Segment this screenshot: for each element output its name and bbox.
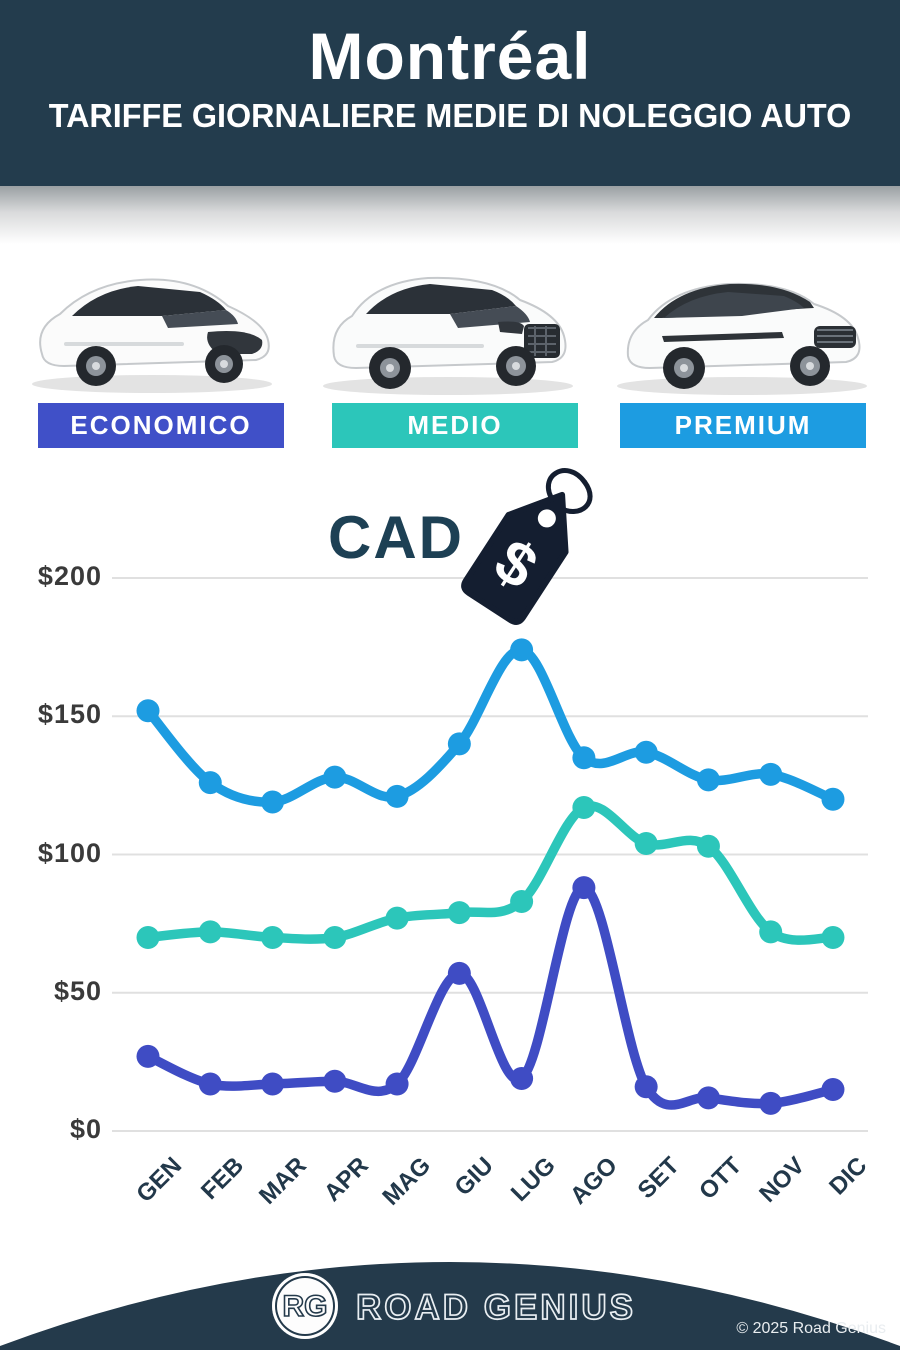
data-point-medio-ott <box>696 834 720 858</box>
page-title: Montréal <box>308 19 592 93</box>
svg-text:ROAD GENIUS: ROAD GENIUS <box>356 1288 636 1327</box>
y-axis-tick-label: $100 <box>37 837 102 868</box>
data-point-premium-gen <box>136 699 160 723</box>
data-point-medio-lug <box>510 890 534 914</box>
midsize-suv-car-icon <box>308 236 588 401</box>
data-point-economico-mar <box>261 1072 285 1096</box>
data-point-medio-nov <box>759 920 783 944</box>
data-point-economico-feb <box>198 1072 222 1096</box>
data-point-economico-giu <box>447 961 471 985</box>
data-point-economico-nov <box>759 1091 783 1115</box>
rental-rates-line-chart <box>112 577 868 1132</box>
line-series-premium <box>143 645 838 807</box>
category-band: PREMIUM <box>620 403 866 448</box>
y-axis-tick-label: $150 <box>37 699 102 730</box>
logo-initials: RG <box>283 1290 328 1323</box>
category-label-economico: ECONOMICO <box>70 410 252 440</box>
data-point-medio-feb <box>198 920 222 944</box>
data-point-premium-ago <box>572 746 596 770</box>
y-axis-tick-label: $0 <box>69 1114 102 1144</box>
road-genius-logo-icon: RG <box>272 1273 338 1339</box>
data-point-premium-giu <box>447 732 471 756</box>
y-axis-tick-label: $50 <box>53 975 102 1006</box>
price-tag-dollar-icon: $ <box>461 468 593 625</box>
data-point-premium-nov <box>759 762 783 786</box>
page-subtitle: TARIFFE GIORNALIERE MEDIE DI NOLEGGIO AU… <box>48 97 852 135</box>
data-point-medio-mag <box>385 906 409 930</box>
data-point-medio-giu <box>447 901 471 925</box>
copyright-text: © 2025 Road Genius <box>736 1320 886 1337</box>
data-point-premium-feb <box>198 771 222 795</box>
category-label-premium: PREMIUM <box>674 410 812 440</box>
data-point-premium-mag <box>385 784 409 808</box>
data-point-economico-mag <box>385 1072 409 1096</box>
line-series-economico <box>143 882 838 1110</box>
footer-background <box>0 1262 900 1350</box>
data-point-medio-set <box>634 831 658 855</box>
data-point-premium-lug <box>510 638 534 662</box>
category-band: MEDIO <box>332 403 578 448</box>
data-point-medio-mar <box>261 925 285 949</box>
data-point-premium-set <box>634 740 658 764</box>
category-label-medio: MEDIO <box>407 410 503 440</box>
header-gradient <box>0 186 900 244</box>
data-point-medio-ago <box>572 795 596 819</box>
data-point-economico-set <box>634 1075 658 1099</box>
data-point-medio-gen <box>136 925 160 949</box>
data-point-premium-dic <box>821 787 845 811</box>
line-series-medio <box>143 801 838 945</box>
category-band: ECONOMICO <box>38 403 284 448</box>
data-point-economico-apr <box>323 1069 347 1093</box>
data-point-economico-lug <box>510 1066 534 1090</box>
data-point-economico-ott <box>696 1086 720 1110</box>
premium-suv-car-icon <box>602 236 882 401</box>
compact-hatchback-car-icon <box>12 236 292 401</box>
brand-wordmark: ROAD GENIUS <box>356 1287 636 1328</box>
data-point-economico-gen <box>136 1044 160 1068</box>
data-point-premium-mar <box>261 790 285 814</box>
data-point-medio-apr <box>323 925 347 949</box>
y-axis-tick-label: $200 <box>37 561 102 591</box>
data-point-economico-ago <box>572 876 596 900</box>
currency-label: CAD <box>328 504 464 571</box>
header: Montréal TARIFFE GIORNALIERE MEDIE DI NO… <box>0 0 900 186</box>
data-point-economico-dic <box>821 1078 845 1102</box>
data-point-medio-dic <box>821 925 845 949</box>
data-point-premium-ott <box>696 768 720 792</box>
data-point-premium-apr <box>323 765 347 789</box>
